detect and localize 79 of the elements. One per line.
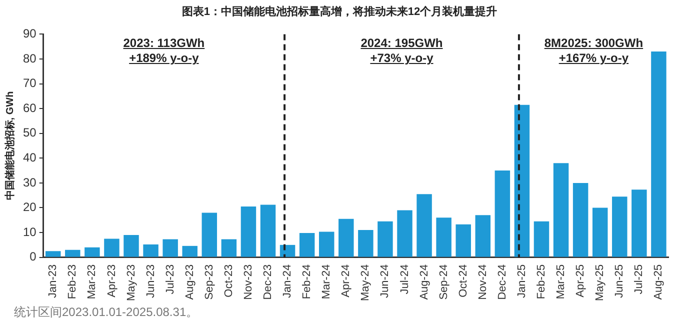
annotation: 2024: 195GWh +73% y-o-y — [360, 36, 443, 66]
y-axis-title: 中国储能电池招标, GWh — [4, 91, 16, 200]
y-tick-label: 90 — [22, 26, 37, 41]
bar — [397, 210, 412, 257]
x-tick-label: Aug-25 — [652, 264, 665, 300]
x-tick-label: Jul-25 — [633, 264, 646, 294]
bar — [45, 251, 61, 257]
bar — [221, 239, 237, 257]
bar — [162, 239, 178, 257]
x-tick-label: May-25 — [594, 264, 606, 302]
x-tick-label: Aug-23 — [184, 264, 196, 300]
bar — [280, 244, 296, 257]
y-tick-label: 30 — [22, 175, 37, 190]
x-tick-label: Dec-23 — [262, 264, 274, 300]
x-tick-label: Jun-23 — [144, 264, 157, 298]
x-tick-label: Nov-23 — [242, 264, 254, 300]
x-tick-label: Dec-24 — [496, 264, 508, 300]
x-tick-label: Mar-24 — [320, 264, 333, 300]
x-tick-label: Jan-25 — [516, 264, 528, 298]
y-tick-label: 20 — [22, 200, 37, 214]
bar — [436, 218, 452, 257]
bar — [260, 204, 276, 257]
x-tick-label: Aug-24 — [418, 264, 430, 300]
bar — [299, 233, 315, 257]
annotation: 8M2025: 300GWh +167% y-o-y — [544, 36, 644, 66]
x-tick-label: Mar-25 — [555, 264, 568, 300]
bar — [358, 230, 374, 257]
x-tick-label: Sep-24 — [438, 264, 450, 300]
x-tick-label: Jul-23 — [164, 264, 176, 294]
y-tick-label: 0 — [30, 250, 37, 264]
x-tick-label: Oct-23 — [222, 264, 235, 298]
bar — [592, 208, 608, 257]
x-tick-label: May-24 — [360, 264, 372, 302]
bar — [338, 218, 354, 257]
bar — [182, 246, 198, 257]
x-tick-label: Jul-24 — [398, 264, 411, 294]
bar — [143, 244, 158, 257]
x-tick-label: May-23 — [125, 264, 138, 302]
y-tick-label: 60 — [22, 100, 37, 115]
x-tick-label: Apr-25 — [574, 264, 587, 298]
bar — [494, 170, 510, 257]
bar — [475, 215, 491, 257]
bar — [202, 212, 218, 257]
bar — [572, 182, 588, 257]
x-tick-label: Sep-23 — [203, 264, 216, 300]
y-tick-label: 10 — [22, 224, 37, 239]
bar — [651, 52, 666, 257]
x-tick-label: Oct-24 — [457, 264, 470, 298]
x-tick-label: Feb-25 — [536, 264, 548, 300]
bar — [65, 250, 80, 257]
x-tick-label: Mar-23 — [86, 264, 98, 300]
bar — [553, 163, 569, 257]
bar — [378, 221, 393, 257]
x-tick-label: Jun-25 — [614, 264, 626, 298]
x-tick-label: Jan-23 — [47, 264, 60, 298]
bar — [612, 196, 628, 257]
bar — [456, 224, 471, 257]
x-tick-label: Apr-23 — [106, 264, 118, 298]
bar — [84, 247, 100, 257]
text: 统计区间2023.01.01-2025.08.31。 — [13, 304, 200, 321]
y-tick-label: 70 — [22, 76, 37, 90]
y-tick-label: 40 — [22, 150, 37, 164]
x-tick-label: Apr-24 — [340, 264, 352, 298]
bar — [104, 238, 120, 257]
bar — [632, 190, 647, 257]
bar — [416, 194, 432, 257]
y-tick-label: 80 — [22, 51, 37, 66]
x-tick-label: Feb-24 — [301, 264, 314, 300]
y-tick-label: 50 — [22, 126, 37, 140]
x-tick-label: Jan-24 — [282, 264, 294, 298]
bar — [534, 221, 550, 257]
annotation: 2023: 113GWh +189% y-o-y — [123, 36, 205, 66]
bar — [318, 232, 334, 257]
bar — [240, 206, 256, 257]
x-tick-label: Nov-24 — [476, 264, 489, 300]
bar — [124, 235, 139, 257]
chart-title: 图表1：中国储能电池招标量高增，将推动未来12个月装机量提升 — [180, 4, 498, 20]
x-tick-label: Jun-24 — [379, 264, 392, 298]
x-tick-label: Feb-23 — [66, 264, 79, 300]
